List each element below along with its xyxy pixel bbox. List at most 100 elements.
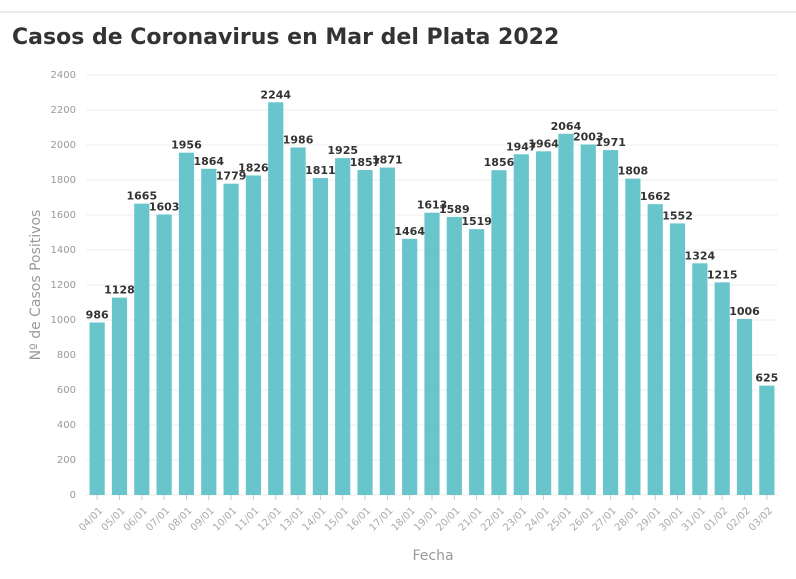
x-tick-label: 22/01 (479, 505, 507, 533)
data-label: 1324 (685, 249, 716, 262)
data-label: 986 (86, 308, 109, 321)
bar (491, 170, 507, 495)
bar (379, 167, 395, 495)
x-tick-label: 20/01 (434, 505, 462, 533)
x-tick-label: 28/01 (613, 505, 641, 533)
bar (290, 147, 306, 495)
chart-title: Casos de Coronavirus en Mar del Plata 20… (12, 25, 559, 50)
bar (424, 212, 440, 495)
x-tick-label: 11/01 (233, 505, 261, 533)
data-label: 1589 (439, 203, 470, 216)
y-tick-label: 1800 (51, 175, 76, 186)
bar (736, 318, 753, 495)
bar (156, 214, 172, 495)
bar (268, 102, 284, 496)
data-label: 1215 (707, 268, 738, 281)
data-label: 1925 (327, 144, 358, 157)
x-tick-label: 30/01 (658, 505, 686, 533)
bar (669, 223, 686, 495)
bar (111, 297, 128, 495)
x-tick-label: 01/02 (702, 505, 730, 533)
data-label: 1857 (350, 156, 381, 169)
data-label: 1006 (729, 305, 760, 318)
y-tick-label: 2400 (51, 70, 76, 81)
y-tick-label: 0 (70, 490, 76, 501)
bar (223, 183, 239, 496)
data-label: 1947 (506, 140, 537, 153)
data-label: 1864 (193, 155, 224, 168)
data-label: 1128 (104, 284, 135, 297)
x-tick-label: 14/01 (300, 505, 328, 533)
data-label: 1665 (126, 190, 157, 203)
data-label: 1986 (283, 133, 314, 146)
bar (446, 216, 462, 496)
x-tick-label: 31/01 (680, 505, 708, 533)
bar (402, 238, 418, 496)
bar (692, 263, 708, 495)
data-label: 1662 (640, 190, 671, 203)
bar (201, 168, 217, 496)
x-axis-label: Fecha (412, 548, 453, 564)
data-label: 2244 (260, 88, 291, 101)
data-label: 2003 (573, 130, 604, 143)
bar (178, 152, 195, 495)
x-tick-label: 13/01 (278, 505, 306, 533)
y-tick-label: 600 (57, 385, 76, 396)
y-tick-label: 1400 (51, 245, 76, 256)
data-label: 1519 (461, 215, 492, 228)
y-tick-label: 400 (57, 420, 76, 431)
x-tick-label: 12/01 (256, 505, 284, 533)
x-tick-label: 06/01 (122, 505, 150, 533)
bar (625, 178, 641, 495)
x-tick-label: 27/01 (591, 505, 619, 533)
data-label: 1552 (662, 209, 693, 222)
x-tick-label: 10/01 (211, 505, 239, 533)
y-tick-label: 1200 (51, 280, 76, 291)
x-tick-label: 23/01 (501, 505, 529, 533)
x-tick-label: 25/01 (546, 505, 574, 533)
x-tick-label: 29/01 (635, 505, 663, 533)
x-tick-label: 08/01 (167, 505, 195, 533)
data-label: 625 (755, 372, 778, 385)
x-tick-label: 04/01 (77, 505, 105, 533)
data-label: 2064 (551, 120, 582, 133)
bar (759, 385, 775, 495)
bar (714, 282, 730, 495)
y-tick-label: 2200 (51, 105, 76, 116)
y-tick-label: 200 (57, 455, 76, 466)
data-label: 1808 (618, 165, 649, 178)
y-axis-label: Nº de Casos Positivos (28, 210, 44, 361)
bar (89, 322, 105, 495)
data-label: 1811 (305, 164, 336, 177)
x-tick-label: 16/01 (345, 505, 373, 533)
y-tick-label: 800 (57, 350, 76, 361)
bar (513, 154, 529, 495)
data-label: 1613 (417, 199, 448, 212)
x-tick-label: 07/01 (144, 505, 172, 533)
x-tick-label: 05/01 (100, 505, 128, 533)
x-tick-label: 17/01 (367, 505, 395, 533)
data-label: 1779 (216, 170, 247, 183)
bar (335, 158, 351, 495)
x-tick-label: 26/01 (568, 505, 596, 533)
data-label: 1603 (149, 200, 180, 213)
y-tick-label: 2000 (51, 140, 76, 151)
data-label: 1826 (238, 161, 269, 174)
x-tick-label: 24/01 (524, 505, 552, 533)
data-label: 1856 (484, 156, 515, 169)
x-tick-label: 15/01 (323, 505, 351, 533)
x-tick-label: 19/01 (412, 505, 440, 533)
data-label: 1871 (372, 154, 403, 167)
data-label: 1971 (595, 136, 626, 149)
bar (469, 229, 485, 496)
bar (312, 178, 328, 495)
bar (134, 203, 150, 495)
bar (602, 150, 619, 495)
x-tick-label: 18/01 (390, 505, 418, 533)
y-tick-label: 1600 (51, 210, 76, 221)
x-tick-label: 03/02 (747, 505, 775, 533)
bar (357, 170, 373, 495)
y-tick-label: 1000 (51, 315, 76, 326)
data-label: 1964 (528, 137, 559, 150)
